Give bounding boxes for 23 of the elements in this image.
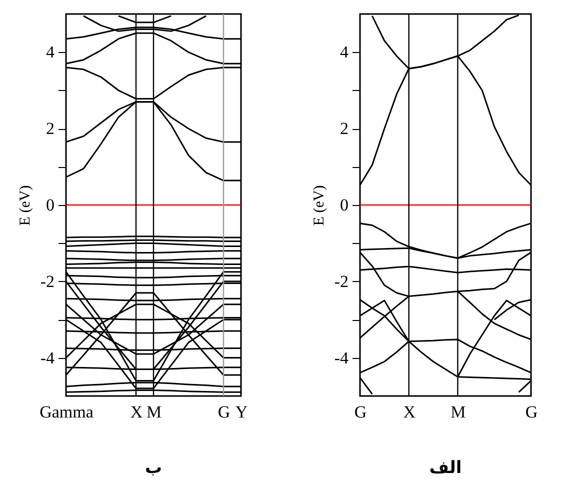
x-tick-label: Gamma xyxy=(40,402,94,422)
y-tick-label: 4 xyxy=(340,42,349,62)
y-tick-label: 2 xyxy=(46,119,54,138)
y-tick-label: -4 xyxy=(334,348,349,368)
x-tick-label: Y xyxy=(235,402,248,422)
y-tick-label: -2 xyxy=(334,272,348,291)
y-tick-label: 0 xyxy=(340,196,348,214)
x-tick-label: M xyxy=(146,402,162,422)
x-tick-label: G xyxy=(354,402,367,422)
x-tick-label: G xyxy=(525,402,538,422)
y-tick-label: -4 xyxy=(40,348,55,368)
x-tick-label: G xyxy=(218,402,230,422)
x-tick-label: M xyxy=(450,402,466,422)
y-axis-title: E (eV) xyxy=(17,185,34,226)
y-tick-label: 0 xyxy=(46,196,54,214)
y-axis-title: E (eV) xyxy=(311,185,328,226)
y-tick-label: 2 xyxy=(340,119,348,138)
text: الف xyxy=(429,458,462,478)
y-tick-label: -2 xyxy=(40,272,54,291)
y-tick-label: 4 xyxy=(46,42,55,62)
x-tick-label: X xyxy=(130,402,143,422)
x-tick-label: X xyxy=(403,402,416,422)
text: ب xyxy=(144,458,162,478)
